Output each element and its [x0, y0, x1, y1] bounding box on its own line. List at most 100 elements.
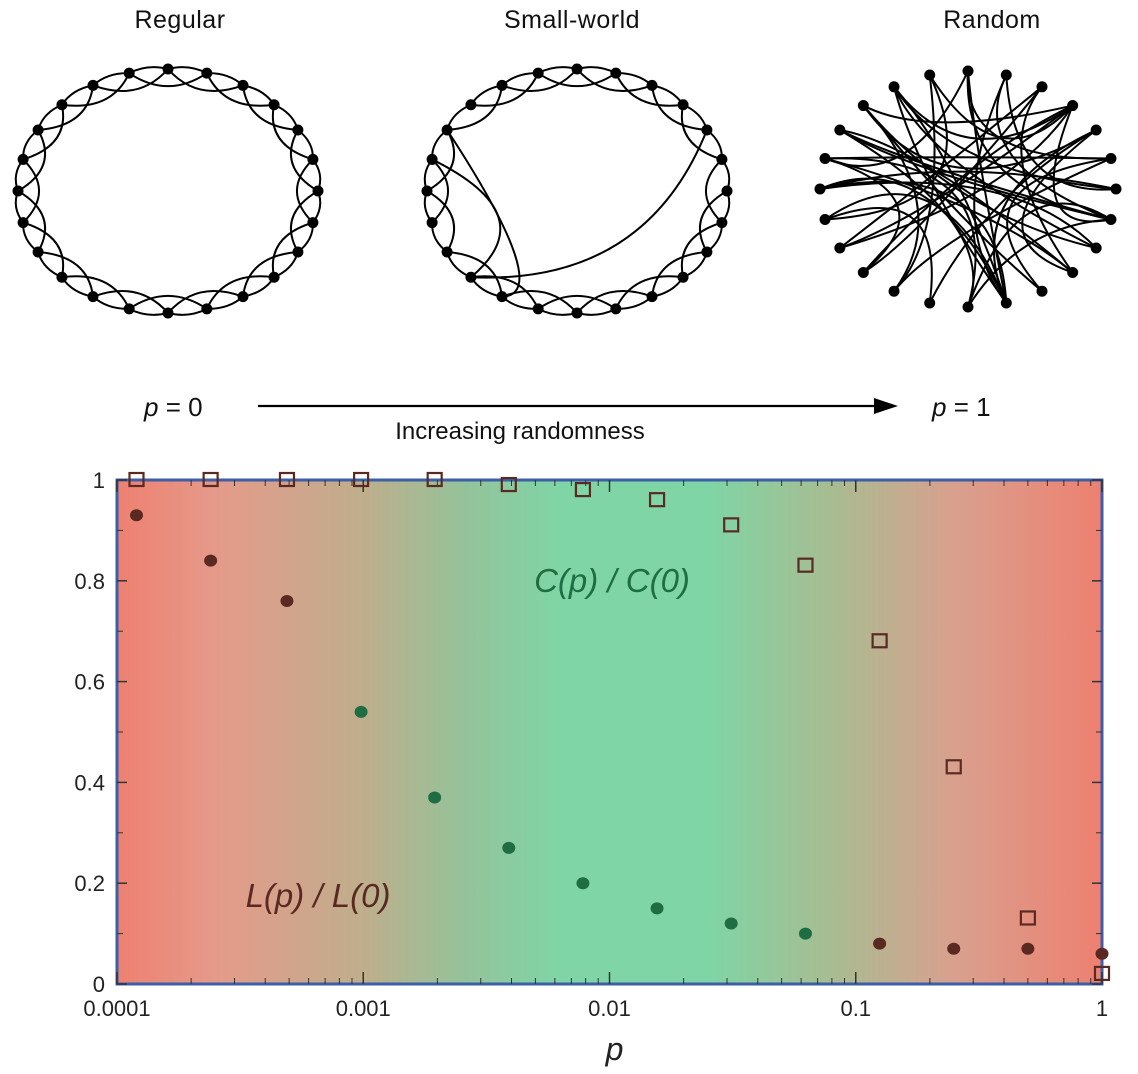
ring-edge	[167, 307, 208, 316]
neighbor-edge	[470, 275, 540, 310]
neighbor-edge	[61, 275, 131, 310]
x-tick-label: 0.1	[840, 996, 871, 1021]
network-node	[1000, 297, 1012, 309]
random-edge	[824, 193, 1008, 304]
network-node	[646, 291, 658, 303]
l-ratio-point	[724, 917, 738, 930]
network-node	[123, 67, 135, 79]
network-node	[677, 99, 689, 111]
random-edge	[967, 202, 1112, 308]
neighbor-edge	[271, 221, 314, 278]
neighbor-edge	[290, 190, 319, 253]
neighbor-edge	[92, 290, 169, 314]
network-node	[701, 246, 713, 258]
network-node	[87, 79, 99, 91]
neighbor-edge	[447, 251, 503, 297]
network-node	[441, 246, 453, 258]
l-ratio-point	[280, 594, 294, 607]
network-node	[307, 217, 319, 229]
x-tick-label: 0.0001	[83, 996, 150, 1021]
c-ratio-point	[500, 476, 517, 493]
c-ratio-point	[797, 557, 814, 573]
l-ratio-point	[1095, 947, 1109, 960]
neighbor-edge	[167, 290, 244, 314]
random-edge	[825, 157, 977, 308]
network-node	[571, 63, 583, 75]
p-one-label: p = 1	[932, 392, 991, 423]
ring-edge	[537, 307, 578, 316]
network-node	[857, 266, 869, 278]
random-edge	[893, 86, 1074, 140]
network-node	[32, 246, 44, 258]
neighbor-edge	[614, 275, 684, 310]
neighbor-edge	[22, 104, 65, 161]
random-edge	[819, 181, 1097, 249]
network-node	[1105, 152, 1117, 164]
random-edge	[992, 129, 1097, 304]
neighbor-edge	[699, 190, 728, 253]
neighbor-edge	[470, 72, 540, 107]
network-node	[924, 297, 936, 309]
network-node	[307, 153, 319, 165]
network-node	[1036, 81, 1048, 93]
network-node	[465, 271, 477, 283]
network-node	[56, 99, 68, 111]
network-node	[123, 303, 135, 315]
random-edge	[824, 70, 969, 167]
y-tick-label: 0.4	[74, 770, 105, 795]
ring-edge	[576, 307, 617, 316]
random-edge	[862, 104, 1073, 124]
network-node	[201, 303, 213, 315]
y-tick-label: 1	[93, 468, 105, 493]
l-ratio-point	[1021, 942, 1035, 955]
network-node	[962, 65, 974, 77]
network-node	[1105, 214, 1117, 226]
network-node	[532, 303, 544, 315]
neighbor-edge	[447, 85, 503, 131]
neighbor-edge	[242, 251, 298, 297]
neighbor-edge	[426, 190, 455, 253]
l-series-annotation: L(p) / L(0)	[246, 877, 391, 914]
neighbor-edge	[38, 251, 94, 297]
network-node	[532, 67, 544, 79]
ring-edge	[537, 66, 578, 75]
l-ratio-point	[354, 705, 368, 718]
ring-edge	[128, 307, 169, 316]
random-edge	[819, 170, 1117, 190]
random-edge	[996, 74, 1112, 221]
network-node	[426, 153, 438, 165]
random-title: Random	[943, 6, 1041, 34]
network-node	[1067, 100, 1079, 112]
neighbor-edge	[167, 68, 244, 92]
network-node	[12, 185, 24, 197]
network-node	[56, 271, 68, 283]
ring-edge	[576, 66, 617, 75]
random-edge	[1006, 157, 1112, 292]
network-node	[571, 307, 583, 319]
rewired-edge	[470, 129, 708, 279]
network-node	[834, 242, 846, 254]
neighbor-edge	[290, 129, 319, 192]
random-edge	[893, 157, 1112, 292]
network-node	[268, 99, 280, 111]
network-node	[496, 79, 508, 91]
random-edge	[824, 206, 933, 304]
regular-title: Regular	[134, 6, 226, 34]
network-node	[1110, 183, 1122, 195]
network-node	[834, 124, 846, 136]
clustering-pathlength-chart: 0.0001 0.001 0.01 0.1 1 0 0.2 0.4 0.6 0.8 1 p C(p) /…	[74, 468, 1111, 1067]
network-node	[162, 307, 174, 319]
p-symbol: p	[932, 392, 947, 422]
neighbor-edge	[705, 158, 723, 224]
network-node	[421, 185, 433, 197]
network-node	[17, 153, 29, 165]
neighbor-edge	[680, 221, 723, 278]
network-node	[721, 185, 733, 197]
ring-edge	[128, 66, 169, 75]
neighbor-edge	[501, 68, 578, 92]
network-node	[441, 124, 453, 136]
network-node	[496, 291, 508, 303]
network-node	[32, 124, 44, 136]
network-node	[237, 79, 249, 91]
network-node	[677, 271, 689, 283]
